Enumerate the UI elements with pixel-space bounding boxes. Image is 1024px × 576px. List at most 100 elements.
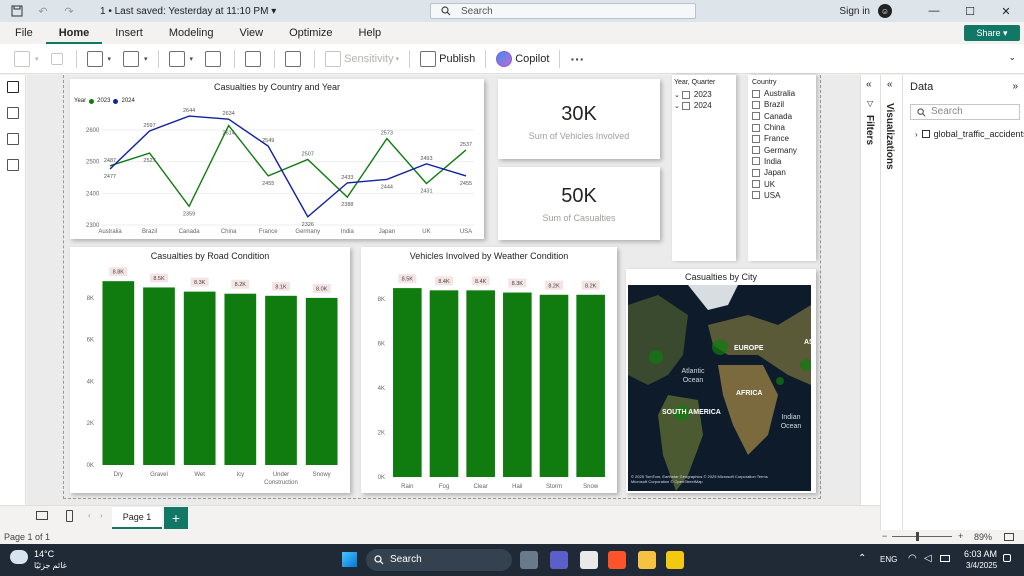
zoom-slider-thumb[interactable] <box>916 532 920 541</box>
tray-chevron-icon[interactable]: ⌃ <box>858 553 867 564</box>
slicer-item-country[interactable]: Germany <box>752 144 797 155</box>
volume-icon[interactable]: ◁ <box>924 553 932 564</box>
tab-view[interactable]: View <box>239 27 264 39</box>
paste-button[interactable]: ▾ <box>8 47 45 71</box>
slicer-item-country[interactable]: India <box>752 156 797 167</box>
data-pane-expand-icon[interactable]: » <box>1012 81 1018 92</box>
new-visual-button[interactable] <box>239 47 270 71</box>
expand-chevron-icon[interactable]: › <box>915 129 918 139</box>
slicer-item-country[interactable]: China <box>752 122 797 133</box>
checkbox[interactable] <box>752 180 760 189</box>
bar[interactable] <box>429 290 459 477</box>
bar[interactable] <box>503 292 532 477</box>
document-title[interactable]: 1 • Last saved: Yesterday at 11:10 PM ▾ <box>100 5 277 17</box>
file-explorer-icon[interactable] <box>638 551 656 569</box>
bar[interactable] <box>265 295 297 465</box>
checkbox[interactable] <box>752 134 760 143</box>
publish-button[interactable]: Publish <box>414 47 481 71</box>
transform-data-button[interactable]: ▾ <box>163 47 200 71</box>
checkbox[interactable] <box>752 89 760 98</box>
line-chart-card[interactable]: Casualties by Country and Year Year 2023… <box>70 79 484 239</box>
sign-in-link[interactable]: Sign in <box>839 5 870 17</box>
slicer-item-country[interactable]: UK <box>752 178 797 189</box>
title-search-box[interactable]: Search <box>430 3 696 19</box>
minimize-button[interactable]: — <box>928 5 940 17</box>
slicer-country[interactable]: Country Australia Brazil Canada China France… <box>748 75 816 261</box>
clock-date[interactable]: 3/4/2025 <box>966 561 998 570</box>
maximize-button[interactable]: ☐ <box>965 5 975 18</box>
slicer-item-country[interactable]: Canada <box>752 111 797 122</box>
store-icon[interactable] <box>580 551 598 569</box>
next-page-icon[interactable]: › <box>100 511 103 520</box>
checkbox[interactable] <box>752 168 760 177</box>
new-measure-button[interactable] <box>279 47 310 71</box>
table-view-icon[interactable] <box>7 107 19 119</box>
checkbox[interactable] <box>752 123 760 132</box>
slicer-item-country[interactable]: France <box>752 133 797 144</box>
save-icon[interactable] <box>8 2 26 20</box>
more-options-button[interactable]: ··· <box>570 50 585 67</box>
prev-page-icon[interactable]: ‹ <box>88 511 91 520</box>
weather-icon[interactable] <box>10 550 28 564</box>
bar[interactable] <box>576 294 605 477</box>
slicer-item-2023[interactable]: ⌄ 2023 <box>674 90 712 100</box>
slicer-item-2024[interactable]: ⌄ 2024 <box>674 101 712 111</box>
undo-icon[interactable]: ↶ <box>38 5 48 18</box>
checkbox[interactable] <box>752 146 760 155</box>
slicer-item-country[interactable]: Australia <box>752 88 797 99</box>
format-painter-button[interactable] <box>45 47 72 71</box>
map-visual[interactable]: EUROPE AFRICA SOUTH AMERICA Atlantic Oce… <box>628 285 811 491</box>
mobile-layout-icon[interactable] <box>66 510 73 522</box>
data-sources-button[interactable]: ▾ <box>117 47 154 71</box>
tab-modeling[interactable]: Modeling <box>168 27 214 39</box>
zoom-slider[interactable] <box>892 536 952 537</box>
zoom-in-icon[interactable]: + <box>958 531 964 541</box>
visualizations-pane[interactable]: « Visualizations <box>880 75 902 530</box>
tab-insert[interactable]: Insert <box>115 27 143 39</box>
desktop-layout-icon[interactable] <box>36 511 48 520</box>
page-tab-1[interactable]: Page 1 <box>112 507 162 529</box>
teams-icon[interactable] <box>550 551 568 569</box>
filters-pane[interactable]: « ▽ Filters <box>860 75 880 530</box>
collapse-visualizations-icon[interactable]: « <box>887 79 893 90</box>
data-search-input[interactable]: Search <box>910 104 1020 120</box>
close-button[interactable]: ✕ <box>1001 5 1011 18</box>
refresh-button[interactable] <box>199 47 230 71</box>
checkbox[interactable] <box>752 157 760 166</box>
add-page-button[interactable]: + <box>164 507 188 529</box>
brave-icon[interactable] <box>608 551 626 569</box>
language-indicator[interactable]: ENG <box>880 555 898 564</box>
slicer-item-country[interactable]: USA <box>752 190 797 201</box>
taskbar-search[interactable]: Search <box>366 549 512 571</box>
dax-query-view-icon[interactable] <box>7 159 19 171</box>
bar[interactable] <box>143 287 175 465</box>
battery-icon[interactable] <box>940 555 950 562</box>
collapse-filters-icon[interactable]: « <box>866 79 872 90</box>
visualizations-label[interactable]: Visualizations <box>884 103 895 170</box>
slicer-item-country[interactable]: Brazil <box>752 99 797 110</box>
collapse-ribbon-icon[interactable]: ⌄ <box>1008 52 1016 62</box>
copilot-button[interactable]: Copilot <box>490 47 555 71</box>
checkbox[interactable] <box>752 191 760 200</box>
kpi-card-casualties[interactable]: 50K Sum of Casualties <box>498 167 660 240</box>
sensitivity-button[interactable]: Sensitivity ▾ <box>319 47 405 71</box>
tab-optimize[interactable]: Optimize <box>289 27 333 39</box>
tab-help[interactable]: Help <box>358 27 382 39</box>
bar[interactable] <box>393 288 422 477</box>
tab-home[interactable]: Home <box>45 22 103 44</box>
zoom-out-icon[interactable]: − <box>882 531 888 541</box>
filters-label[interactable]: Filters <box>864 115 875 146</box>
series-line-2024[interactable] <box>109 115 467 218</box>
checkbox[interactable] <box>681 90 690 99</box>
checkbox[interactable] <box>752 112 760 121</box>
redo-icon[interactable]: ↷ <box>64 5 74 18</box>
bar[interactable] <box>305 297 338 465</box>
slicer-year-quarter[interactable]: Year, Quarter ⌄ 2023 ⌄ 2024 <box>672 75 736 261</box>
get-data-button[interactable]: ▾ <box>81 47 118 71</box>
account-icon[interactable]: ☺ <box>878 4 892 18</box>
clock-time[interactable]: 6:03 AM <box>964 549 998 559</box>
data-table-item[interactable]: › global_traffic_accidents <box>915 129 1024 139</box>
task-view-icon[interactable] <box>520 551 538 569</box>
checkbox[interactable] <box>681 101 690 110</box>
bar[interactable] <box>539 294 569 477</box>
